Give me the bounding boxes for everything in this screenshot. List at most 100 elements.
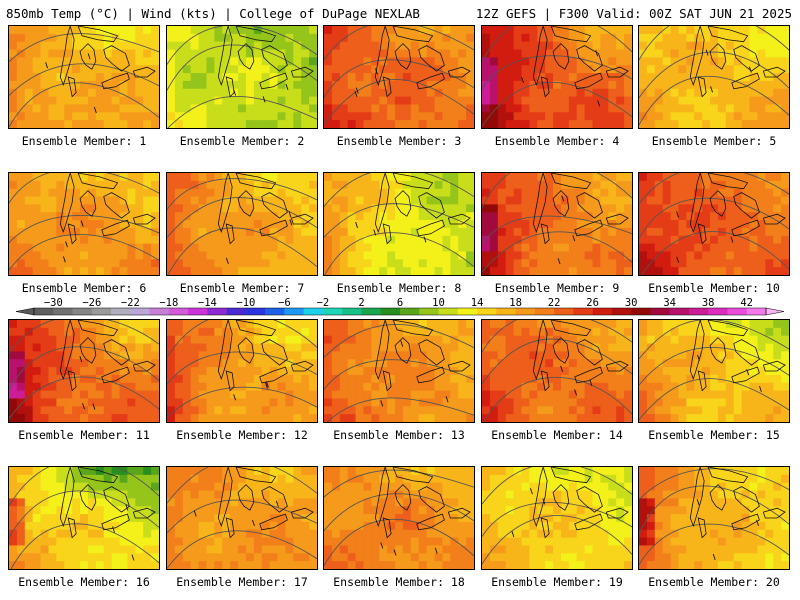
wind-barb: [572, 235, 576, 242]
wind-barb: [288, 211, 292, 218]
colorbar-bin: [650, 308, 670, 315]
height-contour: [639, 51, 789, 99]
coastline: [394, 43, 412, 70]
colorbar-bin: [400, 308, 420, 315]
height-contour: [167, 530, 317, 569]
height-contour: [482, 82, 632, 127]
wind-barb: [87, 53, 91, 60]
coastline: [235, 467, 277, 484]
colorbar-bin: [515, 308, 536, 315]
coastline: [225, 517, 235, 539]
coastline: [709, 337, 727, 364]
wind-barb: [542, 498, 546, 505]
coastline: [709, 190, 727, 217]
coastline: [762, 213, 786, 225]
ensemble-member-label: Ensemble Member: 15: [648, 428, 780, 442]
coastline: [416, 72, 445, 90]
height-contour: [167, 96, 317, 128]
colorbar-bin: [573, 308, 593, 315]
coastline: [132, 360, 156, 372]
height-contour: [639, 468, 789, 500]
ensemble-member-map: [166, 172, 318, 276]
colorbar-bin: [688, 308, 709, 315]
coastline: [762, 66, 786, 78]
wind-barb: [65, 241, 68, 248]
ensemble-member-label: Ensemble Member: 8: [336, 281, 462, 295]
wind-barb: [705, 49, 709, 56]
coastline: [447, 213, 471, 225]
coastline: [550, 173, 592, 190]
colorbar-bin: [303, 308, 324, 315]
colorbar-bin: [53, 308, 73, 315]
wind-barb: [233, 89, 237, 96]
coastline: [605, 507, 629, 519]
colorbar-end-arrow: [765, 307, 785, 316]
coastline: [540, 76, 550, 98]
colorbar-bin: [727, 308, 748, 315]
wind-barb: [289, 219, 293, 226]
colorbar-bin: [554, 308, 574, 315]
coastline: [392, 173, 434, 190]
wind-barb: [445, 396, 449, 403]
coastline: [374, 173, 390, 234]
height-contour: [9, 234, 159, 271]
height-contour: [324, 79, 474, 125]
coastline: [532, 26, 548, 87]
coastline: [418, 192, 445, 219]
coastline: [77, 173, 119, 190]
coastline: [733, 486, 760, 513]
coastline: [709, 484, 727, 511]
coastline: [101, 219, 130, 237]
coastline: [79, 337, 97, 364]
colorbar-end-arrow: [15, 307, 35, 316]
coastline: [418, 339, 445, 366]
wind-barb: [393, 549, 397, 556]
height-contour: [167, 386, 317, 418]
coastline: [67, 76, 77, 98]
coastline: [101, 72, 130, 90]
coastline: [77, 467, 119, 484]
colorbar-bin: [708, 308, 728, 315]
coastline: [59, 173, 75, 234]
coastline: [392, 467, 434, 484]
ensemble-member-map: [481, 172, 633, 276]
wind-barb: [756, 519, 759, 526]
height-contour: [167, 320, 317, 358]
wind-barb: [380, 542, 384, 549]
colorbar-outline: [33, 307, 767, 316]
coastline: [382, 370, 392, 392]
height-contour: [482, 26, 632, 62]
colorbar-tick-label: 18: [509, 297, 522, 309]
wind-barb: [746, 369, 750, 376]
ensemble-member-label: Ensemble Member: 20: [648, 575, 780, 589]
colorbar-bin: [245, 308, 266, 315]
height-contour: [324, 203, 474, 238]
ensemble-member-map: [166, 466, 318, 570]
wind-barb: [92, 403, 96, 410]
wind-barb: [125, 504, 129, 511]
coastline: [392, 320, 434, 337]
coastline: [697, 517, 707, 539]
coastline: [552, 43, 570, 70]
coastline: [707, 173, 749, 190]
coastline: [416, 219, 445, 237]
coastline: [731, 72, 760, 90]
coastline: [290, 360, 314, 372]
wind-barb: [225, 257, 229, 264]
coastline: [550, 26, 592, 43]
wind-barb: [748, 66, 752, 73]
coastline: [731, 513, 760, 531]
coastline: [132, 507, 156, 519]
coastline: [235, 26, 277, 43]
height-contour: [167, 467, 317, 504]
ensemble-member-map: [323, 319, 475, 423]
coastline: [59, 26, 75, 87]
colorbar-bin: [496, 308, 516, 315]
colorbar-tick-label: 34: [663, 297, 676, 309]
wind-barb: [560, 365, 564, 372]
colorbar-tick-label: 38: [702, 297, 715, 309]
coastline: [103, 45, 130, 72]
colorbar-bin: [380, 308, 401, 315]
colorbar-tick-label: 26: [586, 297, 599, 309]
wind-barb: [697, 354, 700, 361]
